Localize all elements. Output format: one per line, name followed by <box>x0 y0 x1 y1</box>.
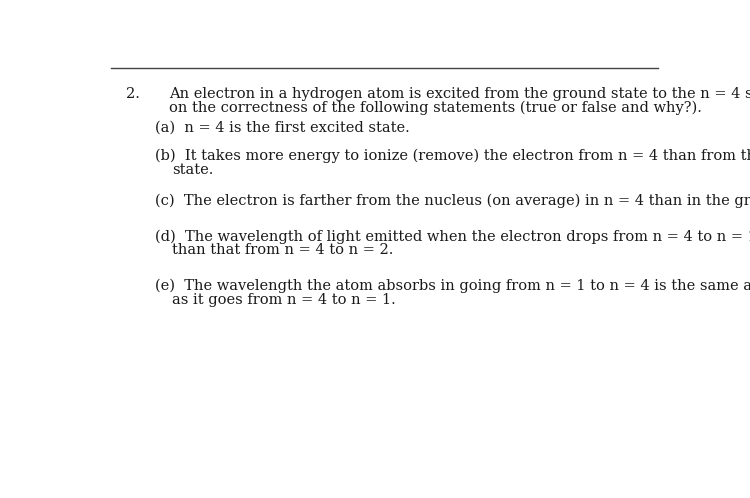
Text: on the correctness of the following statements (true or false and why?).: on the correctness of the following stat… <box>170 101 702 115</box>
Text: state.: state. <box>172 163 214 177</box>
Text: (a)  n = 4 is the first excited state.: (a) n = 4 is the first excited state. <box>154 121 410 135</box>
Text: (b)  It takes more energy to ionize (remove) the electron from n = 4 than from t: (b) It takes more energy to ionize (remo… <box>154 149 750 163</box>
Text: as it goes from n = 4 to n = 1.: as it goes from n = 4 to n = 1. <box>172 292 396 307</box>
Text: than that from n = 4 to n = 2.: than that from n = 4 to n = 2. <box>172 244 394 257</box>
Text: (d)  The wavelength of light emitted when the electron drops from n = 4 to n = 1: (d) The wavelength of light emitted when… <box>154 229 750 244</box>
Text: An electron in a hydrogen atom is excited from the ground state to the n = 4 sta: An electron in a hydrogen atom is excite… <box>170 87 750 101</box>
Text: 2.: 2. <box>126 87 140 101</box>
Text: (e)  The wavelength the atom absorbs in going from n = 1 to n = 4 is the same as: (e) The wavelength the atom absorbs in g… <box>154 278 750 293</box>
Text: (c)  The electron is farther from the nucleus (on average) in n = 4 than in the : (c) The electron is farther from the nuc… <box>154 194 750 208</box>
